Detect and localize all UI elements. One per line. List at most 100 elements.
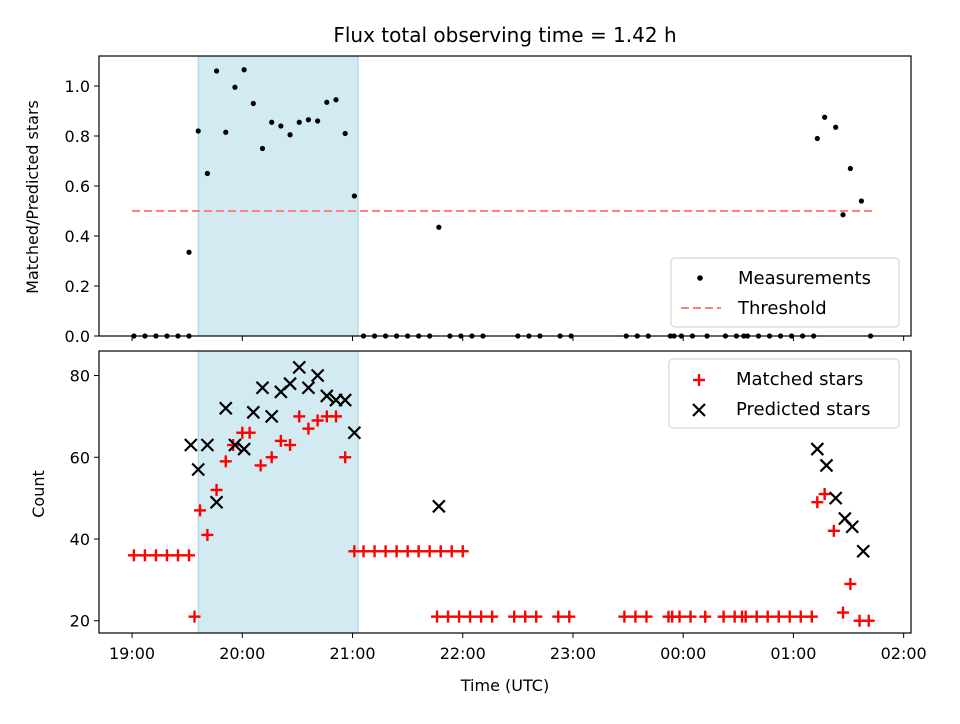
measurement-point <box>241 67 247 73</box>
measurement-point <box>351 193 357 199</box>
matched-star-point <box>293 410 306 423</box>
measurement-point <box>278 123 284 129</box>
matched-star-point <box>563 610 576 623</box>
predicted-star-point <box>255 381 270 395</box>
predicted-star-point <box>209 495 224 509</box>
bottom-y-tick-label: 40 <box>70 530 90 549</box>
matched-star-point <box>673 610 686 623</box>
matched-star-point <box>618 610 631 623</box>
matched-star-point <box>508 610 521 623</box>
bottom-y-tick-label: 80 <box>70 367 90 386</box>
matched-star-point <box>423 545 436 558</box>
x-tick-label: 22:00 <box>440 644 486 663</box>
x-tick-label: 23:00 <box>550 644 596 663</box>
top-y-tick-label: 0.2 <box>65 277 90 296</box>
matched-star-point <box>434 545 447 558</box>
bottom-y-tick-label: 20 <box>70 612 90 631</box>
matched-star-point <box>227 439 240 451</box>
matched-star-point <box>530 610 543 623</box>
matched-star-point <box>127 549 140 562</box>
legend-measurements-label: Measurements <box>738 268 871 289</box>
matched-star-point <box>188 610 201 623</box>
matched-star-point <box>862 614 875 627</box>
matched-star-point <box>486 610 499 623</box>
measurement-point <box>333 97 339 103</box>
x-tick-label: 00:00 <box>660 644 706 663</box>
predicted-star-point <box>310 368 325 383</box>
matched-star-point <box>552 610 565 623</box>
matched-star-point <box>368 545 381 558</box>
matched-star-point <box>379 545 392 558</box>
matched-star-point <box>339 451 352 464</box>
measurement-point <box>269 119 275 125</box>
x-axis-label: Time (UTC) <box>460 676 549 695</box>
top-panel: Flux total observing time = 1.42 h Match… <box>23 23 912 346</box>
matched-star-point <box>431 610 444 623</box>
matched-star-point <box>772 610 785 623</box>
measurement-point <box>833 124 839 130</box>
measurement-point <box>324 99 330 105</box>
measurement-point <box>195 128 201 134</box>
measurement-point <box>858 198 864 204</box>
measurement-point <box>305 117 312 123</box>
top-legend-box <box>670 257 900 328</box>
predicted-star-point <box>283 376 297 391</box>
matched-star-point <box>750 610 763 623</box>
matched-star-point <box>219 455 232 468</box>
measurement-point <box>232 84 238 90</box>
top-plot-frame <box>98 55 912 337</box>
measurement-point <box>186 249 192 255</box>
measurement-point <box>822 114 828 120</box>
predicted-star-point <box>218 401 233 415</box>
measurement-point <box>287 132 293 138</box>
matched-star-point <box>160 549 173 562</box>
measurement-point <box>847 165 853 172</box>
matched-star-point <box>284 439 297 451</box>
top-y-tick-label: 0.4 <box>65 227 90 246</box>
predicted-star-point <box>228 438 242 452</box>
bottom-panel: Count Time (UTC) 20 40 60 80 19:00 20:00 21:00… <box>29 350 927 695</box>
predicted-star-point <box>191 462 205 477</box>
matched-star-point <box>453 610 466 623</box>
measurement-point <box>213 68 220 74</box>
measurement-point <box>250 100 256 107</box>
top-legend: Measurements Threshold <box>670 257 900 328</box>
matched-star-point <box>311 414 324 427</box>
matched-star-point <box>412 545 425 558</box>
matched-star-point <box>149 549 162 562</box>
matched-star-point <box>640 610 653 623</box>
top-y-tick-label: 0.0 <box>65 327 90 346</box>
matched-star-point <box>274 434 287 447</box>
measurement-point <box>315 118 321 124</box>
matched-star-point <box>739 610 752 623</box>
matched-star-point <box>699 610 712 623</box>
matched-star-point <box>827 524 840 537</box>
x-tick-label: 21:00 <box>329 644 375 663</box>
legend-threshold-label: Threshold <box>737 298 827 319</box>
predicted-star-point <box>845 519 859 534</box>
x-tick-label: 02:00 <box>881 644 927 663</box>
bottom-legend-box <box>668 358 900 429</box>
x-tick-label: 20:00 <box>219 644 265 663</box>
matched-star-point <box>442 610 455 623</box>
predicted-star-point <box>264 409 279 424</box>
predicted-star-point <box>200 438 215 452</box>
predicted-star-point <box>301 381 316 395</box>
matched-star-point <box>783 610 796 623</box>
predicted-star-point <box>819 458 834 473</box>
matched-star-point <box>837 606 850 619</box>
measurement-point <box>204 170 210 177</box>
predicted-star-point <box>184 438 198 452</box>
matched-star-point <box>794 610 807 623</box>
bottom-legend: Matched stars Predicted stars <box>668 358 900 429</box>
measurement-point <box>342 130 348 137</box>
matched-star-point <box>183 549 196 562</box>
predicted-star-point <box>856 544 871 559</box>
bottom-plot-frame <box>98 350 912 634</box>
matched-star-point <box>138 549 151 562</box>
bottom-shaded-interval <box>197 350 359 634</box>
matched-star-point <box>401 545 414 558</box>
top-y-axis-label: Matched/Predicted stars <box>23 100 42 294</box>
measurement-point <box>296 119 302 125</box>
predicted-star-point <box>292 360 307 375</box>
